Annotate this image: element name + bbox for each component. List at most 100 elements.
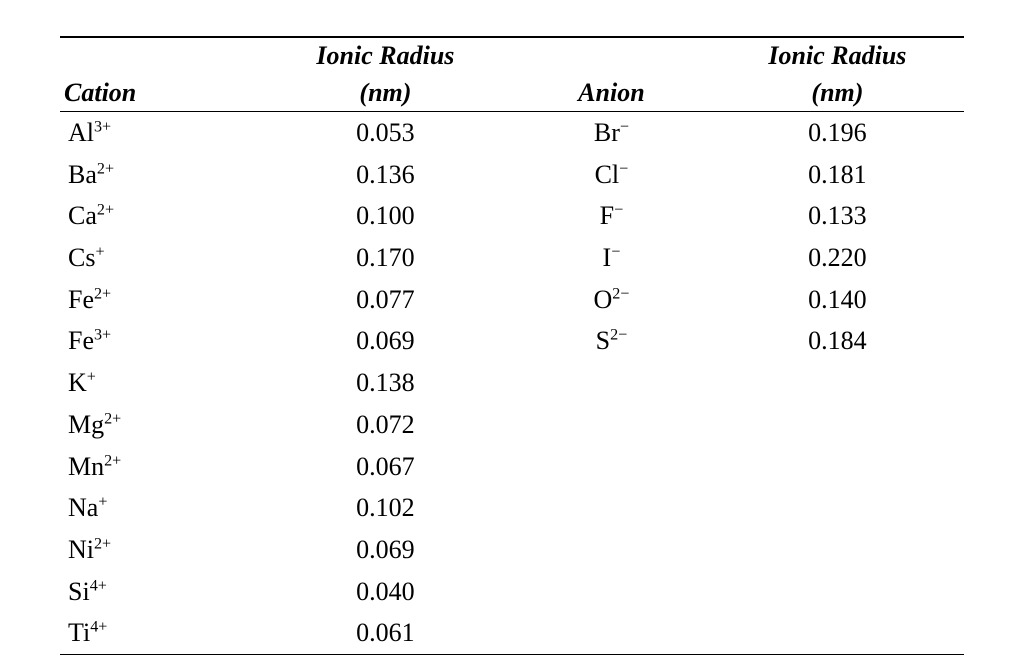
anion-cell: Br− bbox=[512, 112, 711, 154]
cation-cell: Mn2+ bbox=[60, 446, 259, 488]
cation-symbol: Ba bbox=[68, 160, 97, 189]
cation-charge: 3+ bbox=[94, 327, 111, 344]
anion-symbol: I bbox=[603, 243, 612, 272]
cation-charge: + bbox=[87, 368, 96, 385]
table-row: K+0.138 bbox=[60, 362, 964, 404]
cation-radius-cell: 0.040 bbox=[259, 571, 512, 613]
anion-symbol: O bbox=[593, 285, 612, 314]
header-anion: Anion bbox=[512, 75, 711, 112]
header-cation-radius-2: (nm) bbox=[259, 75, 512, 112]
table-head: Ionic Radius Ionic Radius Cation (nm) An… bbox=[60, 37, 964, 112]
cation-cell: Fe3+ bbox=[60, 320, 259, 362]
cation-symbol: K bbox=[68, 368, 87, 397]
table-row: Ti4+ 0.061 bbox=[60, 612, 964, 654]
table-row: Na+0.102 bbox=[60, 487, 964, 529]
cation-radius-cell: 0.069 bbox=[259, 529, 512, 571]
anion-cell bbox=[512, 529, 711, 571]
cation-radius-cell: 0.136 bbox=[259, 154, 512, 196]
cation-radius-cell: 0.069 bbox=[259, 320, 512, 362]
header-cation: Cation bbox=[60, 75, 259, 112]
table-row: Ba2+0.136Cl−0.181 bbox=[60, 154, 964, 196]
anion-cell: Cl− bbox=[512, 154, 711, 196]
anion-radius-cell: 0.140 bbox=[711, 279, 964, 321]
cation-cell: Fe2+ bbox=[60, 279, 259, 321]
table-row: Fe2+0.077O2−0.140 bbox=[60, 279, 964, 321]
table-row: Mn2+0.067 bbox=[60, 446, 964, 488]
cation-cell: Cs+ bbox=[60, 237, 259, 279]
table-body: Al3+0.053Br−0.196Ba2+0.136Cl−0.181Ca2+0.… bbox=[60, 112, 964, 655]
cation-cell: Ni2+ bbox=[60, 529, 259, 571]
cation-symbol: Na bbox=[68, 493, 98, 522]
anion-charge: − bbox=[619, 160, 628, 177]
cation-radius-cell: 0.072 bbox=[259, 404, 512, 446]
header-anion-radius-1: Ionic Radius bbox=[711, 37, 964, 75]
cation-charge: 4+ bbox=[90, 619, 107, 636]
cation-radius-cell: 0.138 bbox=[259, 362, 512, 404]
anion-symbol: Br bbox=[594, 118, 620, 147]
cation-symbol: Fe bbox=[68, 285, 94, 314]
table-row: Al3+0.053Br−0.196 bbox=[60, 112, 964, 154]
cation-symbol: Al bbox=[68, 118, 94, 147]
table-row: Mg2+0.072 bbox=[60, 404, 964, 446]
anion-radius-cell bbox=[711, 487, 964, 529]
cation-symbol: Cs bbox=[68, 243, 95, 272]
cation-cell: K+ bbox=[60, 362, 259, 404]
anion-cell bbox=[512, 571, 711, 613]
cation-charge: 2+ bbox=[94, 285, 111, 302]
anion-charge: 2− bbox=[610, 327, 627, 344]
cation-symbol: Si bbox=[68, 577, 90, 606]
anion-charge: − bbox=[620, 118, 629, 135]
table-row: Si4+0.040 bbox=[60, 571, 964, 613]
cation-charge: 2+ bbox=[97, 202, 114, 219]
anion-symbol: F bbox=[600, 201, 614, 230]
anion-radius-cell bbox=[711, 571, 964, 613]
cation-cell: Ca2+ bbox=[60, 195, 259, 237]
cation-charge: 2+ bbox=[104, 452, 121, 469]
cation-radius-cell: 0.100 bbox=[259, 195, 512, 237]
anion-radius-cell bbox=[711, 446, 964, 488]
anion-radius-cell bbox=[711, 362, 964, 404]
header-anion-radius-2: (nm) bbox=[711, 75, 964, 112]
cation-symbol: Ni bbox=[68, 535, 94, 564]
cation-radius-cell: 0.170 bbox=[259, 237, 512, 279]
anion-radius-cell bbox=[711, 529, 964, 571]
anion-cell: O2− bbox=[512, 279, 711, 321]
anion-cell bbox=[512, 362, 711, 404]
cation-cell: Si4+ bbox=[60, 571, 259, 613]
anion-charge: 2− bbox=[612, 285, 629, 302]
anion-cell: S2− bbox=[512, 320, 711, 362]
cation-symbol: Fe bbox=[68, 326, 94, 355]
cation-radius-cell: 0.102 bbox=[259, 487, 512, 529]
cation-charge: 2+ bbox=[97, 160, 114, 177]
cation-cell: Mg2+ bbox=[60, 404, 259, 446]
cation-symbol: Ti bbox=[68, 618, 90, 647]
anion-cell: F− bbox=[512, 195, 711, 237]
cation-radius-cell: 0.061 bbox=[259, 612, 512, 654]
table-row: Ni2+0.069 bbox=[60, 529, 964, 571]
anion-symbol: S bbox=[596, 326, 610, 355]
anion-radius-cell bbox=[711, 404, 964, 446]
anion-cell: I− bbox=[512, 237, 711, 279]
cation-radius-cell: 0.053 bbox=[259, 112, 512, 154]
cation-radius-cell: 0.067 bbox=[259, 446, 512, 488]
cation-cell: Ba2+ bbox=[60, 154, 259, 196]
cation-charge: + bbox=[98, 494, 107, 511]
header-row-2: Cation (nm) Anion (nm) bbox=[60, 75, 964, 112]
anion-cell bbox=[512, 404, 711, 446]
ionic-radius-table: Ionic Radius Ionic Radius Cation (nm) An… bbox=[60, 36, 964, 655]
anion-radius-cell: 0.181 bbox=[711, 154, 964, 196]
header-cation-radius-1: Ionic Radius bbox=[259, 37, 512, 75]
anion-radius-cell: 0.133 bbox=[711, 195, 964, 237]
anion-charge: − bbox=[614, 202, 623, 219]
page: Ionic Radius Ionic Radius Cation (nm) An… bbox=[0, 0, 1024, 655]
cation-radius-cell: 0.077 bbox=[259, 279, 512, 321]
anion-cell bbox=[512, 487, 711, 529]
header-row-1: Ionic Radius Ionic Radius bbox=[60, 37, 964, 75]
anion-radius-cell: 0.220 bbox=[711, 237, 964, 279]
cation-charge: 2+ bbox=[94, 535, 111, 552]
cation-symbol: Mn bbox=[68, 452, 104, 481]
cation-symbol: Mg bbox=[68, 410, 104, 439]
cation-charge: 4+ bbox=[90, 577, 107, 594]
anion-radius-cell: 0.196 bbox=[711, 112, 964, 154]
cation-cell: Al3+ bbox=[60, 112, 259, 154]
